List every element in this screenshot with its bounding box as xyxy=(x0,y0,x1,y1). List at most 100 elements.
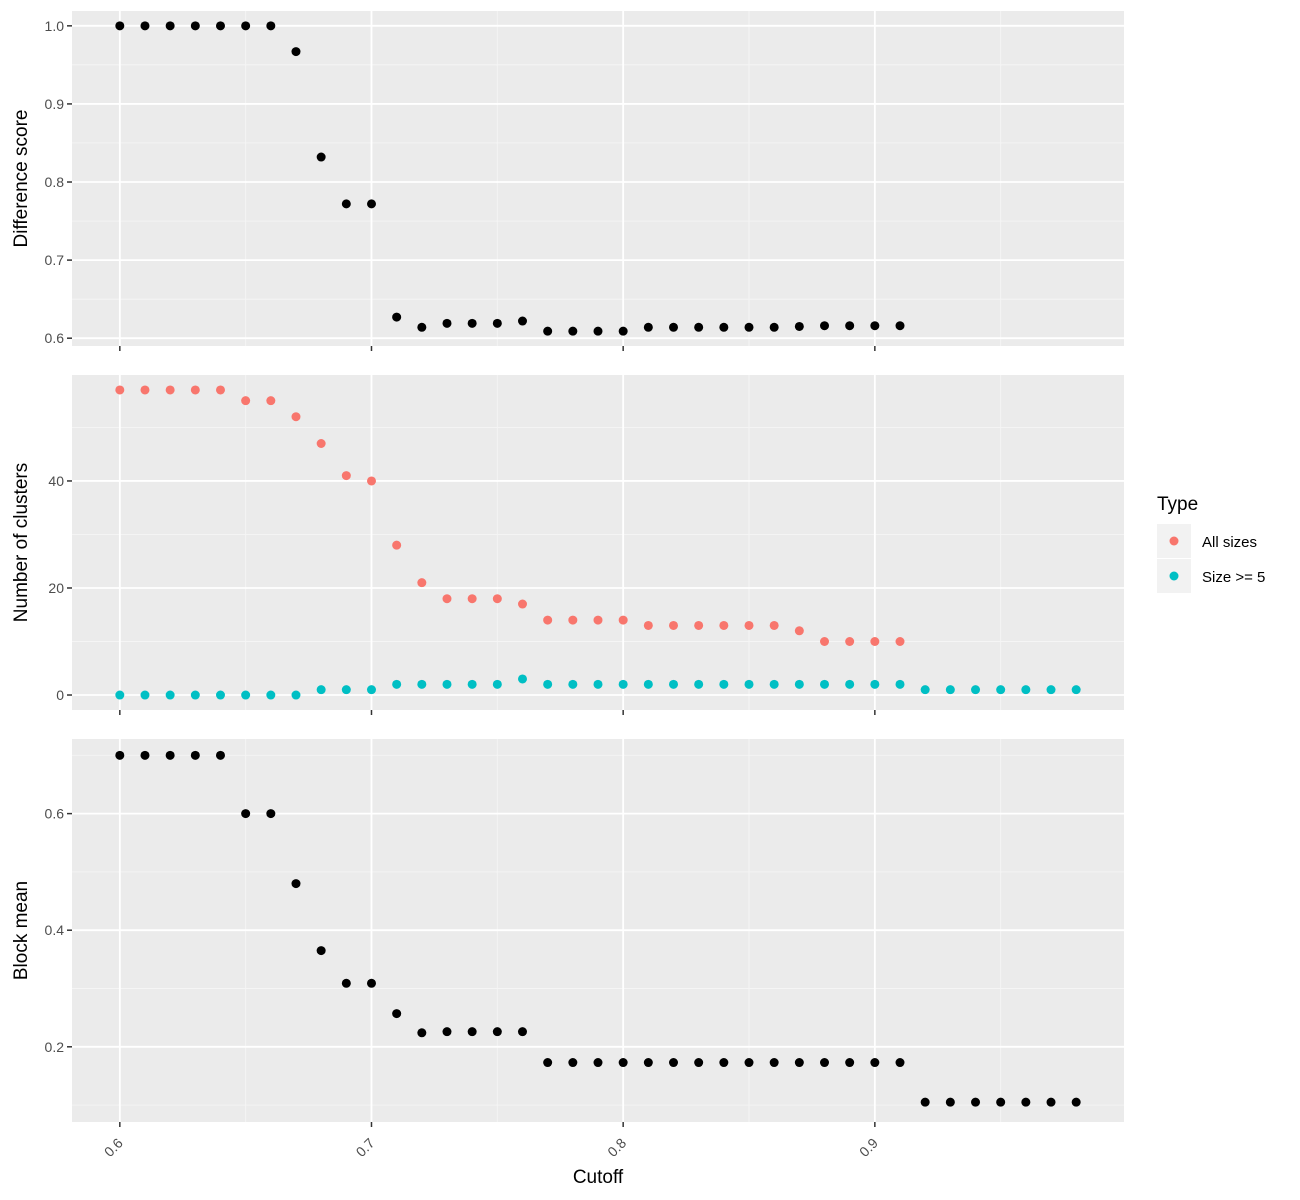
data-point xyxy=(895,637,905,647)
y-tick-label: 0.2 xyxy=(45,1039,65,1055)
data-point xyxy=(115,750,125,760)
data-point xyxy=(719,679,729,689)
data-point xyxy=(266,809,276,819)
data-point xyxy=(643,679,653,689)
data-point xyxy=(593,326,603,336)
series-all-sizes xyxy=(115,385,905,647)
y-tick-label: 0.9 xyxy=(45,96,65,112)
data-point xyxy=(568,326,578,336)
data-point xyxy=(543,1058,553,1068)
data-point xyxy=(517,1027,527,1037)
y-axis-title: Number of clusters xyxy=(11,463,32,622)
data-point xyxy=(996,685,1006,695)
data-point xyxy=(442,318,452,328)
data-point xyxy=(165,690,175,700)
data-point xyxy=(971,1097,981,1107)
x-tick-label: 0.9 xyxy=(856,1135,881,1160)
data-point xyxy=(996,1097,1006,1107)
data-point xyxy=(694,679,704,689)
data-point xyxy=(140,690,150,700)
data-point xyxy=(417,578,427,588)
data-point xyxy=(845,321,855,331)
data-point xyxy=(115,21,125,31)
data-point xyxy=(794,626,804,636)
data-point xyxy=(215,690,225,700)
legend-key-all-sizes xyxy=(1169,536,1179,546)
data-point xyxy=(845,1058,855,1068)
data-point xyxy=(820,679,830,689)
y-tick-label: 0.7 xyxy=(45,252,65,268)
data-point xyxy=(241,21,251,31)
data-point xyxy=(442,679,452,689)
data-point xyxy=(568,1058,578,1068)
data-point xyxy=(316,152,326,162)
data-point xyxy=(870,637,880,647)
y-tick-label: 0.8 xyxy=(45,174,65,190)
data-point xyxy=(291,879,301,889)
data-point xyxy=(744,679,754,689)
data-point xyxy=(794,1058,804,1068)
data-point xyxy=(895,321,905,331)
data-point xyxy=(719,322,729,332)
data-point xyxy=(1071,1097,1081,1107)
data-point xyxy=(870,1058,880,1068)
data-point xyxy=(341,471,351,481)
data-point xyxy=(895,679,905,689)
data-point xyxy=(266,21,276,31)
data-point xyxy=(794,679,804,689)
legend-label-size-5: Size >= 5 xyxy=(1202,569,1265,586)
data-point xyxy=(241,690,251,700)
data-point xyxy=(643,620,653,630)
panel-1: 0.6 0.7 0.8 0.9 1.0 Difference score xyxy=(11,11,1124,351)
data-point xyxy=(115,385,125,395)
data-point xyxy=(669,679,679,689)
series-points xyxy=(115,21,905,336)
data-point xyxy=(769,679,779,689)
data-point xyxy=(316,685,326,695)
y-tick-label: 1.0 xyxy=(45,18,65,34)
data-point xyxy=(1021,1097,1031,1107)
data-point xyxy=(568,679,578,689)
data-point xyxy=(392,1009,402,1019)
data-point xyxy=(492,594,502,604)
data-point xyxy=(517,674,527,684)
data-point xyxy=(266,690,276,700)
data-point xyxy=(618,1058,628,1068)
data-point xyxy=(467,679,477,689)
data-point xyxy=(769,620,779,630)
panel-background xyxy=(72,11,1124,346)
data-point xyxy=(618,615,628,625)
data-point xyxy=(643,322,653,332)
data-point xyxy=(140,750,150,760)
data-point xyxy=(517,316,527,326)
data-point xyxy=(643,1058,653,1068)
data-point xyxy=(291,412,301,422)
data-point xyxy=(820,321,830,331)
data-point xyxy=(920,1097,930,1107)
data-point xyxy=(316,946,326,956)
y-axis-title: Block mean xyxy=(11,881,32,980)
data-point xyxy=(241,809,251,819)
data-point xyxy=(392,312,402,322)
data-point xyxy=(492,1027,502,1037)
legend-label-all-sizes: All sizes xyxy=(1202,534,1257,551)
data-point xyxy=(769,1058,779,1068)
panel-background xyxy=(72,375,1124,710)
legend-title: Type xyxy=(1157,494,1198,515)
data-point xyxy=(417,1028,427,1038)
data-point xyxy=(341,199,351,209)
data-point xyxy=(945,1097,955,1107)
data-point xyxy=(845,637,855,647)
data-point xyxy=(593,679,603,689)
data-point xyxy=(266,396,276,406)
y-tick-label: 0 xyxy=(56,687,64,703)
data-point xyxy=(165,21,175,31)
data-point xyxy=(366,199,376,209)
y-axis-title: Difference score xyxy=(11,110,32,248)
y-tick-label: 0.6 xyxy=(45,330,65,346)
data-point xyxy=(593,1058,603,1068)
data-point xyxy=(1046,1097,1056,1107)
data-point xyxy=(241,396,251,406)
y-tick-label: 40 xyxy=(48,473,64,489)
